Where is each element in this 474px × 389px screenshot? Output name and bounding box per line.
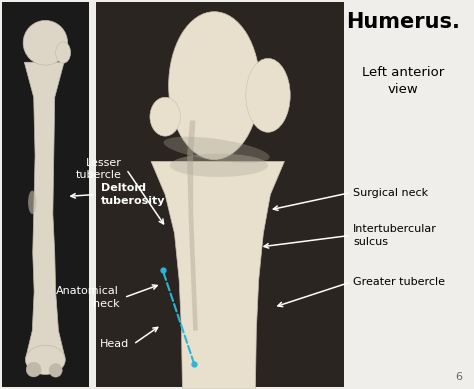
Ellipse shape	[170, 154, 268, 177]
Ellipse shape	[28, 191, 36, 214]
Ellipse shape	[55, 42, 71, 63]
Text: Lesser
tubercle: Lesser tubercle	[76, 158, 122, 180]
Ellipse shape	[26, 345, 65, 374]
Ellipse shape	[49, 363, 62, 377]
Ellipse shape	[164, 137, 270, 163]
Text: Greater tubercle: Greater tubercle	[353, 277, 445, 287]
Ellipse shape	[169, 12, 260, 159]
Text: Head: Head	[100, 339, 128, 349]
Ellipse shape	[23, 21, 68, 65]
Polygon shape	[24, 62, 65, 358]
Text: Intertubercular
sulcus: Intertubercular sulcus	[353, 224, 437, 247]
FancyBboxPatch shape	[2, 2, 89, 387]
Text: Deltoid
tuberosity: Deltoid tuberosity	[100, 183, 165, 206]
Text: Left anterior
view: Left anterior view	[362, 66, 444, 96]
Text: 6: 6	[455, 372, 462, 382]
Polygon shape	[151, 161, 284, 389]
Ellipse shape	[150, 97, 180, 136]
Text: Anatomical
neck: Anatomical neck	[56, 286, 119, 309]
Text: Surgical neck: Surgical neck	[353, 187, 428, 198]
Ellipse shape	[26, 362, 41, 377]
Ellipse shape	[246, 58, 290, 132]
Text: Humerus.: Humerus.	[346, 12, 460, 32]
Polygon shape	[187, 121, 198, 331]
FancyBboxPatch shape	[96, 2, 344, 387]
